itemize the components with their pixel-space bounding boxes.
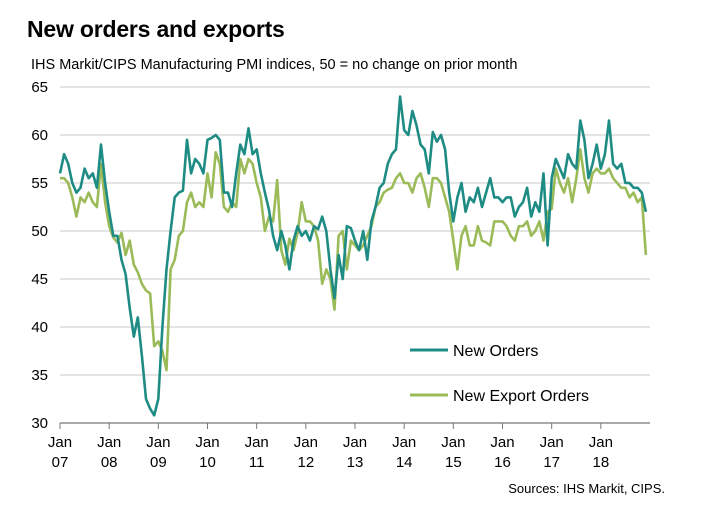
x-tick-label-year: 07 <box>52 454 69 471</box>
y-tick-label: 35 <box>31 367 48 384</box>
y-tick-label: 65 <box>31 79 48 96</box>
y-tick-label: 55 <box>31 175 48 192</box>
x-tick-label-year: 14 <box>396 454 413 471</box>
x-tick-label-year: 13 <box>347 454 364 471</box>
x-tick-label-year: 18 <box>592 454 609 471</box>
y-tick-label: 60 <box>31 127 48 144</box>
x-tick-label-year: 17 <box>543 454 560 471</box>
x-tick-label-month: Jan <box>294 434 318 451</box>
source-note: Sources: IHS Markit, CIPS. <box>508 481 665 496</box>
x-tick-label-year: 16 <box>494 454 511 471</box>
x-tick-label-month: Jan <box>146 434 170 451</box>
series-lines <box>58 95 648 417</box>
x-axis-tick-labels: Jan 07 Jan 08 Jan 09 Jan 10 Jan 11 Jan 12 Jan 13 Jan 14… <box>48 434 613 471</box>
legend: New Orders New Export Orders <box>410 343 589 405</box>
y-tick-label: 30 <box>31 415 48 432</box>
x-tick-label-year: 10 <box>199 454 216 471</box>
x-tick-label-month: Jan <box>195 434 219 451</box>
x-tick-label-year: 08 <box>101 454 118 471</box>
x-tick-label-year: 09 <box>150 454 167 471</box>
chart-title: New orders and exports <box>27 16 285 42</box>
chart-subtitle: IHS Markit/CIPS Manufacturing PMI indice… <box>31 57 518 73</box>
x-tick-label-month: Jan <box>441 434 465 451</box>
x-tick-label-year: 12 <box>297 454 314 471</box>
x-tick-label-month: Jan <box>392 434 416 451</box>
series-line-new-export-orders <box>60 148 648 372</box>
x-tick-label-month: Jan <box>97 434 121 451</box>
x-tick-label-year: 15 <box>445 454 462 471</box>
gridlines <box>59 86 650 429</box>
x-tick-label-month: Jan <box>245 434 269 451</box>
x-tick-label-month: Jan <box>589 434 613 451</box>
y-axis-tick-labels: 30 35 40 45 50 55 60 65 <box>31 79 48 432</box>
y-tick-label: 40 <box>31 319 48 336</box>
y-tick-label: 50 <box>31 223 48 240</box>
x-tick-label-month: Jan <box>343 434 367 451</box>
y-tick-label: 45 <box>31 271 48 288</box>
legend-label-new-orders: New Orders <box>453 343 538 360</box>
series-line-new-orders <box>58 95 648 417</box>
x-tick-label-month: Jan <box>48 434 72 451</box>
legend-label-new-export-orders: New Export Orders <box>453 388 589 405</box>
x-tick-label-month: Jan <box>540 434 564 451</box>
x-tick-label-month: Jan <box>490 434 514 451</box>
x-tick-label-year: 11 <box>249 454 265 471</box>
